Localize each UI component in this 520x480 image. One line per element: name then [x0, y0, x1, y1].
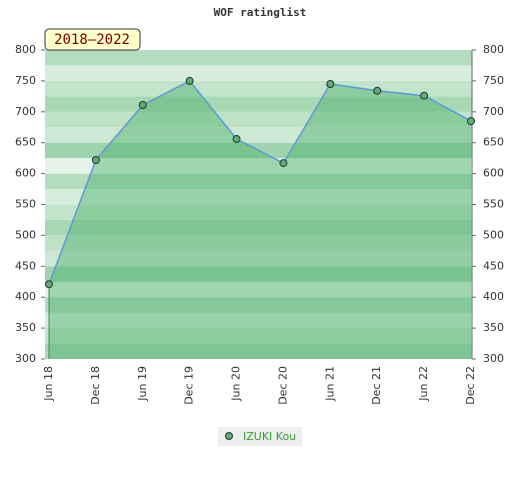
point — [138, 101, 147, 110]
background-band — [45, 65, 472, 81]
y-tick-label: 400 — [15, 290, 36, 303]
background-band — [45, 50, 472, 66]
y2-tick-label: 800 — [483, 43, 504, 56]
x-tick-label: Dec 18 — [89, 366, 102, 405]
x-tick-label: Jun 18 — [42, 366, 55, 402]
point — [326, 79, 335, 88]
y-tick-label: 300 — [15, 352, 36, 365]
x-tick-label: Dec 22 — [464, 366, 477, 405]
y2-tick-label: 500 — [483, 228, 504, 241]
point — [279, 159, 288, 168]
y2-tick-label: 400 — [483, 290, 504, 303]
background-band — [45, 250, 472, 267]
background-band — [45, 204, 472, 220]
plot-area — [45, 50, 472, 359]
annotation: 2018–2022 — [54, 32, 130, 48]
y-tick-label: 450 — [15, 259, 36, 272]
point — [185, 76, 194, 85]
background-band — [45, 173, 472, 190]
point — [373, 86, 382, 95]
y-tick-label: 750 — [15, 74, 36, 87]
point — [45, 280, 53, 289]
y2-tick-label: 350 — [483, 321, 504, 334]
y-tick-label: 800 — [15, 43, 36, 56]
x-tick-label: Jun 22 — [417, 366, 430, 402]
x-tick-label: Dec 20 — [276, 366, 289, 405]
annotation-box — [44, 28, 141, 51]
point — [232, 134, 241, 143]
x-tick-label: Jun 20 — [230, 366, 243, 402]
background-band — [45, 219, 472, 236]
y-tick-label: 650 — [15, 136, 36, 149]
background-band — [45, 80, 472, 97]
background-band — [45, 111, 472, 128]
y2-tick-label: 600 — [483, 167, 504, 180]
background-band — [45, 312, 472, 329]
y2-tick-label: 750 — [483, 74, 504, 87]
legend-box — [218, 427, 302, 446]
background-band — [45, 297, 472, 313]
y2-tick-label: 700 — [483, 105, 504, 118]
background-band — [45, 127, 472, 143]
legend-text: IZUKI Kou — [243, 430, 296, 443]
legend-marker — [225, 432, 233, 440]
background-band — [45, 343, 472, 359]
background-band — [45, 328, 472, 344]
y-tick-label: 550 — [15, 198, 36, 211]
background-band — [45, 235, 472, 251]
background-band — [45, 189, 472, 205]
background-band — [45, 281, 472, 298]
y2-tick-label: 450 — [483, 259, 504, 272]
background-band — [45, 158, 472, 174]
point — [467, 117, 475, 126]
y2-tick-label: 650 — [483, 136, 504, 149]
y-tick-label: 500 — [15, 228, 36, 241]
x-tick-label: Jun 19 — [136, 366, 149, 402]
area — [49, 80, 471, 360]
x-tick-label: Jun 21 — [323, 366, 336, 402]
chart-title: WOF ratinglist — [214, 6, 307, 19]
y2-tick-label: 300 — [483, 352, 504, 365]
background-band — [45, 266, 472, 282]
point — [420, 91, 429, 100]
x-tick-label: Dec 19 — [183, 366, 196, 405]
x-tick-label: Dec 21 — [370, 366, 383, 405]
y-tick-label: 700 — [15, 105, 36, 118]
y2-tick-label: 550 — [483, 198, 504, 211]
y-tick-label: 350 — [15, 321, 36, 334]
point — [91, 156, 100, 165]
y-tick-label: 600 — [15, 167, 36, 180]
line — [48, 79, 472, 285]
